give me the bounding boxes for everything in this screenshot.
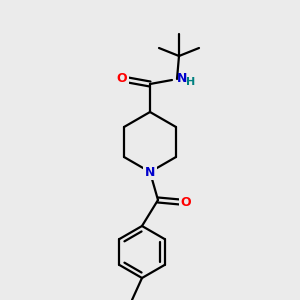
Text: O: O [117, 73, 127, 85]
Text: H: H [186, 77, 195, 87]
Text: O: O [181, 196, 191, 208]
Text: N: N [177, 73, 188, 85]
Text: N: N [145, 166, 155, 178]
